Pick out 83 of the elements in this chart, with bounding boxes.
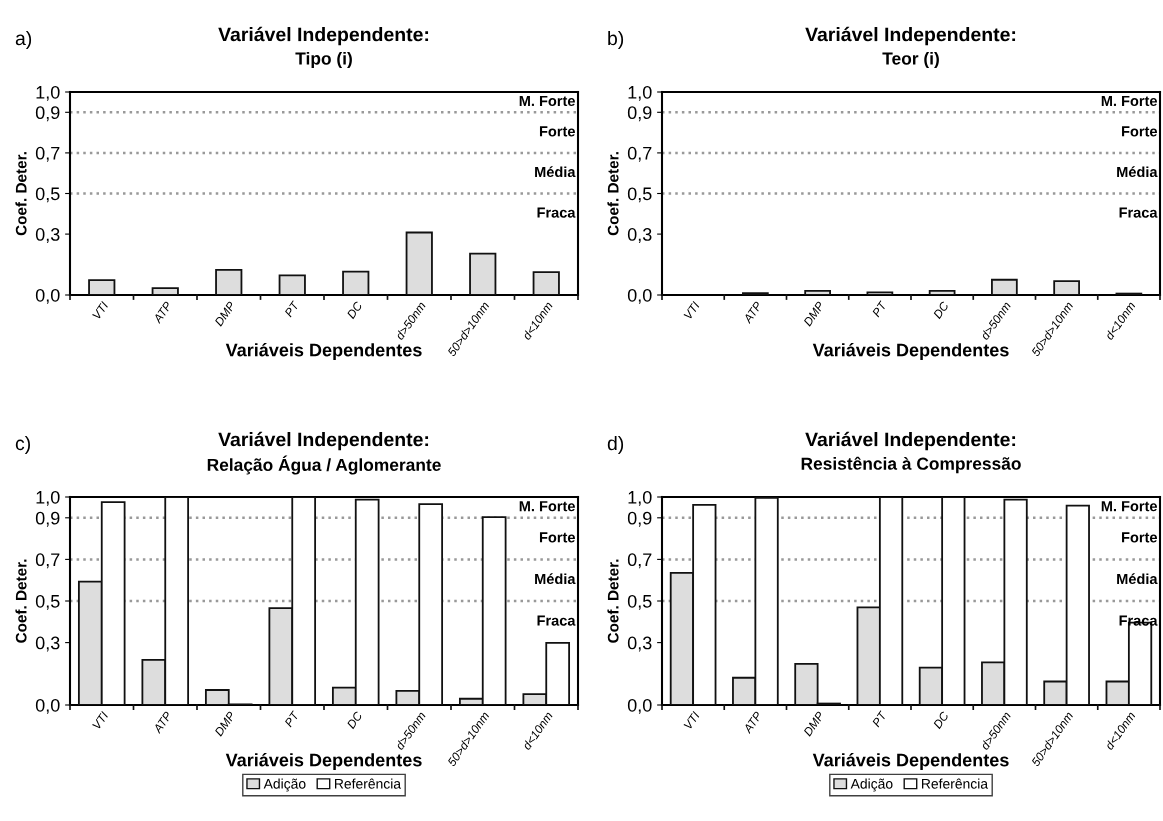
bar xyxy=(342,270,370,295)
y-tick-label: 1,0 xyxy=(36,85,60,101)
annotation: Forte xyxy=(539,126,575,137)
x-tick-label: VTI xyxy=(683,300,701,320)
y-tick-label: 0,0 xyxy=(35,288,60,304)
annotation: Fraca xyxy=(1119,207,1158,218)
x-tick-label: VTI xyxy=(92,300,109,320)
y-axis-title: Coef. Deter. xyxy=(15,152,27,236)
y-tick-label: 1,0 xyxy=(628,490,652,506)
annotation: M. Forte xyxy=(1101,501,1158,512)
x-tick-label: PT xyxy=(284,710,300,728)
x-tick-label: VTI xyxy=(92,710,109,730)
x-axis-title: Variáveis Dependentes xyxy=(812,343,1009,360)
annotation: Fraca xyxy=(537,615,576,626)
annotation: Forte xyxy=(1122,126,1158,137)
text: b) xyxy=(608,30,624,50)
bar xyxy=(88,279,116,295)
chart-subtitle: Relação Água / Aglomerante xyxy=(207,455,441,475)
annotation: Média xyxy=(535,573,576,585)
x-tick-label: PT xyxy=(284,300,300,318)
chart-subtitle: Tipo (i) xyxy=(295,51,352,69)
annotation: M. Forte xyxy=(1101,95,1158,107)
legend-label: Referência xyxy=(335,778,402,789)
annotation: Média xyxy=(1117,166,1158,178)
y-axis-title: Coef. Deter. xyxy=(15,559,27,643)
annotation: Fraca xyxy=(537,207,576,218)
text: a) xyxy=(15,30,32,50)
y-tick-label: 0,7 xyxy=(627,146,652,162)
x-tick-label: DC xyxy=(346,300,363,320)
bar xyxy=(215,268,243,295)
legend-label: Adição xyxy=(263,778,306,792)
annotation: M. Forte xyxy=(519,501,575,512)
y-tick-label: 0,5 xyxy=(627,594,652,610)
bar xyxy=(532,271,560,295)
annotation: Média xyxy=(535,166,576,178)
annotation: Forte xyxy=(539,532,575,543)
y-tick-label: 0,3 xyxy=(627,636,652,652)
x-axis-title: Variáveis Dependentes xyxy=(225,343,422,360)
chart-subtitle: Resistência à Compressão xyxy=(801,456,1021,474)
y-tick-label: 0,5 xyxy=(627,187,652,203)
y-tick-label: 0,3 xyxy=(35,228,60,243)
chart-title: Variável Independente: xyxy=(805,26,1016,46)
legend-label: Adição xyxy=(850,778,893,792)
bar xyxy=(469,252,497,295)
x-axis-title: Variáveis Dependentes xyxy=(812,753,1009,770)
y-tick-label: 0,5 xyxy=(35,187,60,203)
annotation: Média xyxy=(1117,573,1158,585)
y-tick-label: 0,7 xyxy=(35,553,60,569)
annotation: Forte xyxy=(1122,532,1158,543)
y-tick-label: 0,9 xyxy=(627,511,652,527)
legend-label: Referência xyxy=(922,778,989,789)
y-axis-title: Coef. Deter. xyxy=(607,559,619,643)
y-tick-label: 0,7 xyxy=(627,553,652,569)
x-tick-label: VTI xyxy=(683,710,701,730)
y-tick-label: 1,0 xyxy=(628,85,652,101)
y-tick-label: 0,0 xyxy=(35,698,60,714)
y-tick-label: 0,3 xyxy=(627,228,652,243)
y-tick-label: 0,9 xyxy=(35,511,60,527)
bar xyxy=(151,287,179,295)
x-tick-label: DC xyxy=(932,710,950,730)
annotation: M. Forte xyxy=(519,95,575,107)
y-tick-label: 0,9 xyxy=(35,106,60,122)
bar xyxy=(278,274,306,295)
x-tick-label: DC xyxy=(346,710,363,730)
chart-title: Variável Independente: xyxy=(805,431,1016,451)
y-tick-label: 0,0 xyxy=(627,698,652,714)
x-tick-label: PT xyxy=(871,300,888,318)
x-tick-label: PT xyxy=(871,710,888,728)
text: c) xyxy=(15,435,30,455)
y-tick-label: 0,9 xyxy=(627,106,652,122)
chart-subtitle: Teor (i) xyxy=(882,51,939,69)
y-tick-label: 0,5 xyxy=(35,594,60,610)
y-tick-label: 1,0 xyxy=(36,490,60,506)
chart-title: Variável Independente: xyxy=(218,26,429,46)
chart-title: Variável Independente: xyxy=(218,431,429,451)
x-tick-label: DC xyxy=(932,300,950,320)
text: d) xyxy=(607,435,624,455)
y-tick-label: 0,7 xyxy=(35,146,60,162)
x-axis-title: Variáveis Dependentes xyxy=(225,753,422,770)
y-tick-label: 0,3 xyxy=(35,636,60,652)
y-axis-title: Coef. Deter. xyxy=(607,152,619,236)
y-tick-label: 0,0 xyxy=(627,288,652,304)
bar xyxy=(405,231,433,295)
